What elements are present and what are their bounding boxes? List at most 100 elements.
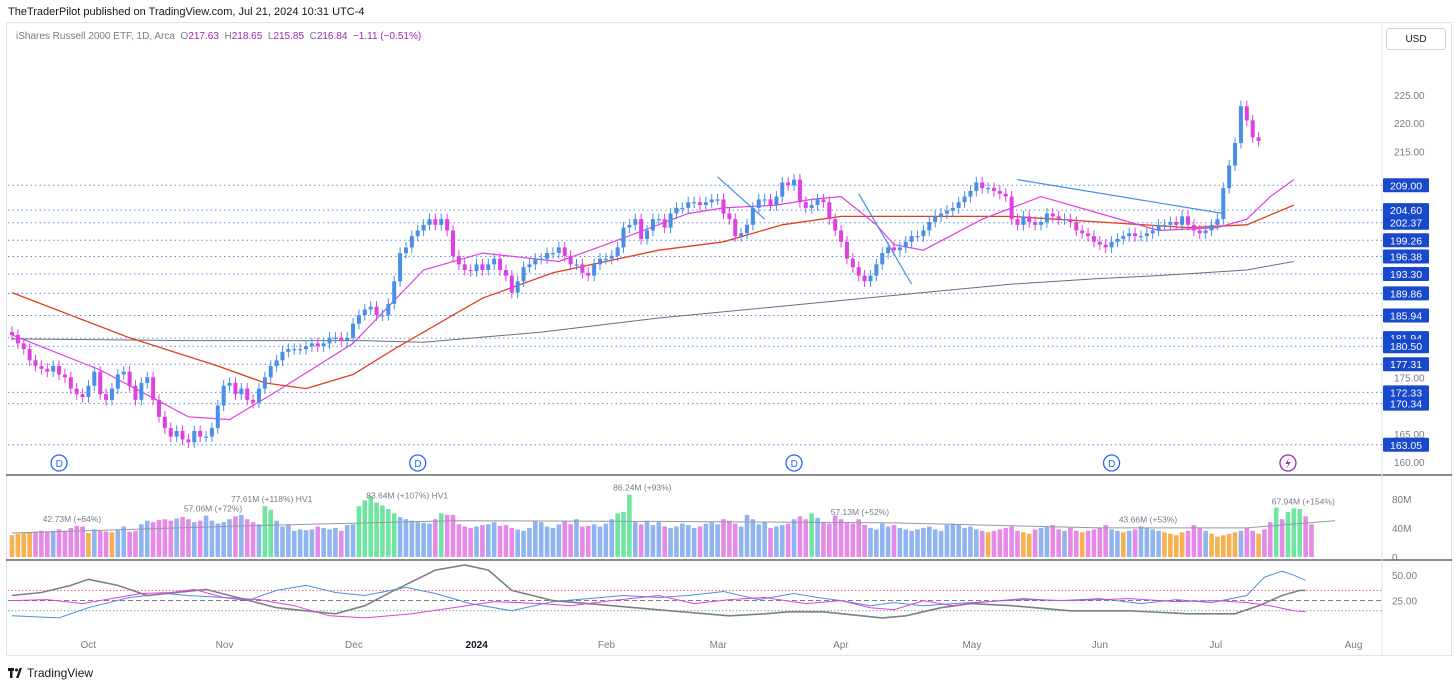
candle-body — [374, 306, 379, 316]
volume-bar — [609, 519, 615, 557]
candle-body — [939, 213, 944, 217]
volume-annotation: 43.66M (+53%) — [1119, 514, 1178, 524]
time-tick: Apr — [833, 640, 849, 651]
candle-body — [15, 334, 20, 344]
candle-body — [1180, 216, 1185, 225]
volume-bar — [674, 526, 679, 557]
candle-body — [956, 202, 961, 208]
volume-bar — [1273, 507, 1279, 557]
symbol-legend: iShares Russell 2000 ETF, 1D, Arca O217.… — [16, 31, 421, 42]
candle-body — [727, 213, 732, 220]
volume-bar — [268, 509, 274, 557]
candle-body — [139, 382, 144, 400]
level-label: 177.31 — [1390, 359, 1422, 371]
volume-bar — [1220, 535, 1226, 557]
volume-bar — [1115, 530, 1120, 557]
candle-body — [1209, 224, 1214, 231]
volume-bar — [144, 520, 150, 557]
candles — [10, 100, 1261, 448]
candle-body — [1156, 224, 1161, 231]
candle-body — [768, 199, 773, 206]
volume-bar — [415, 522, 421, 557]
time-tick: Jul — [1209, 640, 1222, 651]
candle-body — [856, 267, 861, 276]
tradingview-brand[interactable]: TradingView — [8, 666, 93, 680]
volume-bar — [1091, 529, 1097, 557]
volume-bar — [1026, 533, 1032, 557]
volume-bar — [203, 515, 209, 557]
volume-bar — [274, 520, 279, 557]
volume-bar — [685, 525, 691, 557]
volume-bar — [709, 522, 715, 557]
candle-body — [503, 270, 508, 276]
candle-body — [797, 179, 802, 203]
volume-bar — [885, 526, 891, 557]
volume-bar — [862, 525, 867, 557]
volume-bar — [186, 519, 191, 557]
volume-bar — [1044, 526, 1050, 557]
tradingview-logo-icon — [8, 668, 22, 678]
candle-body — [1009, 196, 1014, 220]
candle-body — [427, 219, 432, 225]
volume-bar — [121, 526, 127, 557]
volume-bar — [903, 529, 909, 557]
volume-bar — [380, 505, 385, 557]
candle-body — [1068, 219, 1073, 222]
volume-bar — [732, 523, 738, 557]
volume-bar — [115, 530, 121, 557]
volume-bar — [803, 519, 809, 557]
candle-body — [115, 374, 120, 389]
candle-body — [962, 196, 967, 203]
volume-bar — [462, 526, 468, 557]
time-tick: Feb — [598, 640, 616, 651]
candle-body — [451, 230, 455, 256]
candle-body — [509, 275, 514, 293]
candle-body — [874, 264, 879, 276]
volume-bar — [856, 519, 862, 557]
volume-bar — [974, 529, 979, 557]
volume-bar — [1121, 532, 1126, 557]
level-label-bg — [1383, 339, 1429, 354]
volume-bar — [244, 519, 250, 557]
volume-bar — [1138, 526, 1144, 557]
volume-bar — [1073, 530, 1079, 557]
volume-bar — [80, 526, 85, 557]
candle-body — [245, 388, 250, 400]
candle-body — [745, 224, 749, 234]
volume-bar — [791, 519, 797, 557]
candle-body — [127, 371, 132, 386]
candle-body — [1238, 106, 1243, 143]
candle-body — [339, 337, 344, 341]
candle-body — [850, 258, 855, 268]
candle-body — [1244, 106, 1249, 121]
volume-bar — [450, 514, 456, 557]
candle-body — [74, 388, 79, 395]
dividend-marker-label: D — [414, 459, 421, 470]
volume-bar — [879, 523, 885, 557]
trendlines[interactable] — [717, 176, 1224, 285]
volume-bar — [374, 502, 379, 557]
candle-body — [897, 247, 902, 251]
volume-bar — [750, 519, 756, 557]
time-axis[interactable]: Oct Nov Dec 2024 Feb Mar Apr May Jun Jul Aug — [80, 640, 1362, 651]
volume-bar — [1032, 529, 1038, 557]
candle-body — [221, 385, 226, 406]
candle-body — [680, 207, 685, 210]
volume-bar — [86, 533, 91, 557]
volume-bar — [397, 517, 403, 557]
candle-body — [315, 343, 320, 347]
candle-body — [703, 202, 708, 206]
level-label-bg — [1383, 178, 1429, 193]
candle-body — [633, 219, 638, 225]
candle-body — [974, 182, 979, 191]
publisher-line: TheTraderPilot published on TradingView.… — [8, 6, 365, 18]
time-tick: Nov — [216, 640, 234, 651]
candle-body — [92, 371, 97, 386]
candle-body — [327, 337, 332, 344]
candle-body — [333, 337, 338, 339]
currency-button[interactable]: USD — [1386, 28, 1446, 50]
volume-bar — [97, 530, 103, 557]
